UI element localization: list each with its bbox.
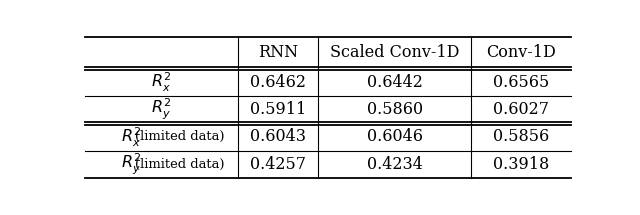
Text: Scaled Conv-1D: Scaled Conv-1D (330, 44, 460, 61)
Text: 0.6043: 0.6043 (250, 128, 306, 145)
Text: RNN: RNN (258, 44, 298, 61)
Text: 0.4234: 0.4234 (367, 156, 423, 173)
Text: 0.5860: 0.5860 (367, 101, 423, 118)
Text: (limited data): (limited data) (135, 158, 225, 171)
Text: $R_y^2$: $R_y^2$ (121, 152, 141, 177)
Text: (limited data): (limited data) (135, 131, 225, 143)
Text: Conv-1D: Conv-1D (486, 44, 556, 61)
Text: 0.6565: 0.6565 (493, 74, 549, 91)
Text: 0.4257: 0.4257 (250, 156, 306, 173)
Text: 0.5856: 0.5856 (493, 128, 549, 145)
Text: $R_y^2$: $R_y^2$ (152, 97, 172, 122)
Text: 0.6442: 0.6442 (367, 74, 423, 91)
Text: 0.6046: 0.6046 (367, 128, 423, 145)
Text: 0.3918: 0.3918 (493, 156, 549, 173)
Text: $R_x^2$: $R_x^2$ (121, 125, 141, 149)
Text: 0.5911: 0.5911 (250, 101, 307, 118)
Text: 0.6462: 0.6462 (250, 74, 306, 91)
Text: $R_x^2$: $R_x^2$ (152, 71, 172, 94)
Text: 0.6027: 0.6027 (493, 101, 549, 118)
